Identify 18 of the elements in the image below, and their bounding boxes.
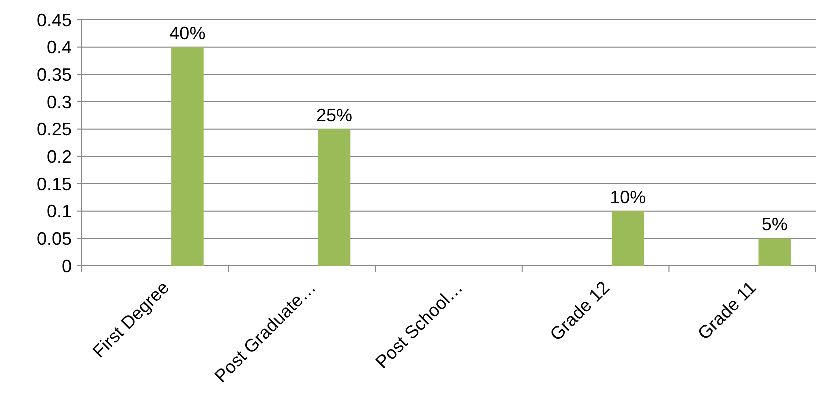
data-label: 25%	[316, 105, 353, 126]
y-tick-label: 0.1	[46, 202, 72, 222]
bar	[318, 129, 351, 266]
y-tick-label: 0.35	[36, 64, 72, 85]
bar	[612, 211, 644, 266]
data-label: 10%	[610, 187, 646, 208]
y-tick-label: 0.05	[36, 228, 72, 249]
y-tick-label: 0.3	[46, 92, 72, 112]
y-tick-label: 0	[62, 256, 72, 276]
y-tick-label: 0.25	[36, 120, 72, 140]
y-tick-label: 0.15	[36, 174, 72, 194]
y-tick-label: 0.45	[36, 10, 72, 30]
bar	[172, 47, 204, 266]
data-label: 40%	[170, 23, 206, 44]
y-tick-label: 0.4	[46, 38, 72, 58]
y-tick-label: 0.2	[46, 146, 72, 167]
data-label: 5%	[762, 214, 788, 235]
bar	[758, 238, 792, 266]
